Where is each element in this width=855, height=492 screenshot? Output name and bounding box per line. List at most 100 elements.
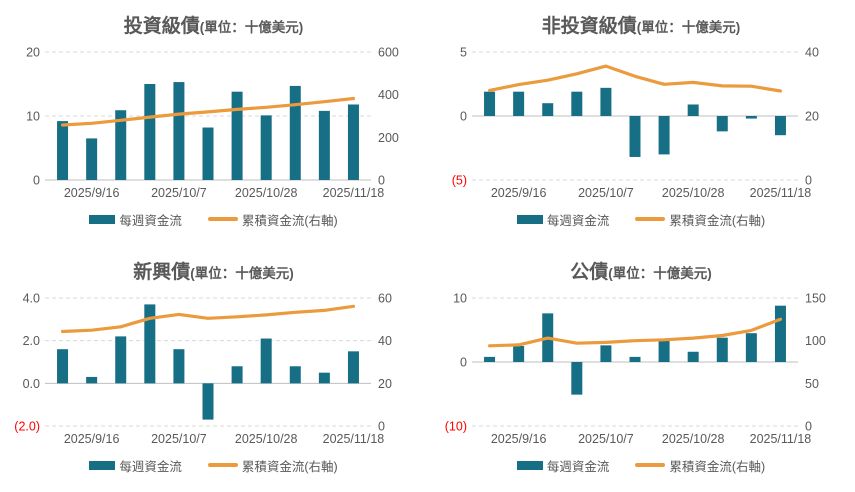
x-axis-tick-label: 2025/10/7 bbox=[578, 432, 634, 446]
weekly-flow-bar bbox=[57, 349, 69, 384]
plot-area: 20 10 0 600 400 200 0 2025/9/16 2025/10/7 2025/10… bbox=[26, 46, 399, 201]
cumulative-flow-line bbox=[487, 317, 783, 348]
weekly-flow-legend-label: 每週資金流 bbox=[119, 213, 182, 228]
cumulative-flow-legend-swatch bbox=[635, 217, 666, 221]
weekly-flow-bar bbox=[716, 116, 728, 132]
right-axis-tick-label: 0 bbox=[805, 174, 812, 188]
left-axis-tick-label: 0 bbox=[460, 110, 467, 124]
weekly-flow-bar bbox=[687, 104, 699, 116]
weekly-flow-bar bbox=[318, 372, 330, 384]
weekly-flow-bar bbox=[716, 337, 728, 362]
right-axis-tick-label: 20 bbox=[805, 110, 819, 124]
chart-title-text: 公債 bbox=[570, 262, 609, 283]
weekly-flow-bar bbox=[571, 91, 583, 116]
cumulative-flow-line bbox=[60, 304, 356, 334]
weekly-flow-bar bbox=[542, 103, 554, 116]
weekly-flow-bar bbox=[658, 116, 670, 155]
weekly-flow-bar bbox=[260, 338, 272, 384]
cumulative-flow-line bbox=[60, 96, 356, 127]
left-axis-tick-label: 0.0 bbox=[23, 377, 40, 391]
right-axis-tick-label: 150 bbox=[805, 292, 826, 306]
weekly-flow-legend-label: 每週資金流 bbox=[119, 459, 182, 474]
weekly-flow-legend-swatch bbox=[516, 214, 543, 224]
x-axis-tick-label: 2025/10/28 bbox=[662, 186, 725, 200]
x-axis-tick-label: 2025/9/16 bbox=[491, 432, 547, 446]
chart-title-text: 投資級債 bbox=[123, 16, 200, 37]
weekly-flow-bar bbox=[173, 82, 185, 180]
chart-title-unit: (單位：十億美元) bbox=[190, 266, 294, 281]
right-axis-tick-label: 0 bbox=[805, 420, 812, 434]
chart-title-unit: (單位：十億美元) bbox=[636, 20, 741, 35]
cumulative-flow-legend-label: 累積資金流(右軸) bbox=[241, 459, 338, 474]
weekly-flow-bar bbox=[231, 91, 243, 180]
weekly-flow-bar bbox=[86, 138, 98, 180]
legend: 每週資金流 累積資金流(右軸) bbox=[0, 208, 427, 230]
right-axis-tick-label: 400 bbox=[378, 88, 399, 102]
x-axis-tick-label: 2025/11/18 bbox=[323, 432, 385, 446]
cumulative-flow-legend-label: 累積資金流(右軸) bbox=[669, 459, 766, 474]
weekly-flow-bar bbox=[347, 351, 359, 384]
right-axis-tick-label: 600 bbox=[378, 46, 399, 60]
weekly-flow-bar bbox=[774, 116, 786, 136]
left-axis-tick-label: 2.0 bbox=[23, 334, 40, 348]
x-axis-tick-label: 2025/10/28 bbox=[235, 432, 298, 446]
weekly-flow-bar bbox=[86, 376, 98, 384]
chart-title: 公債(單位：十億美元) bbox=[427, 246, 855, 286]
x-axis-tick-label: 2025/10/7 bbox=[578, 186, 634, 200]
weekly-flow-bar bbox=[202, 383, 214, 420]
cumulative-flow-legend-label: 累積資金流(右軸) bbox=[669, 213, 766, 228]
x-axis-tick-label: 2025/9/16 bbox=[491, 186, 547, 200]
chart-title-unit: (單位：十億美元) bbox=[608, 266, 712, 281]
weekly-flow-bar bbox=[115, 110, 127, 180]
left-axis-tick-label: (10) bbox=[445, 420, 467, 434]
right-axis-tick-label: 40 bbox=[378, 334, 392, 348]
chart-non-investment-grade-bonds: 非投資級債(單位：十億美元) 5 0 (5) 40 20 0 2025/9/16 2025/1… bbox=[427, 0, 855, 246]
right-axis-tick-label: 20 bbox=[378, 377, 392, 391]
weekly-flow-bar bbox=[745, 116, 757, 119]
left-axis-tick-label: 10 bbox=[453, 292, 467, 306]
chart-title: 新興債(單位：十億美元) bbox=[0, 246, 427, 286]
weekly-flow-bar bbox=[173, 349, 185, 384]
weekly-flow-bar bbox=[745, 333, 757, 362]
right-axis-tick-label: 0 bbox=[378, 174, 385, 188]
weekly-flow-bar bbox=[484, 91, 496, 116]
weekly-flow-bar bbox=[144, 304, 156, 384]
weekly-flow-bar bbox=[347, 104, 359, 180]
x-axis-tick-label: 2025/9/16 bbox=[64, 432, 120, 446]
legend: 每週資金流 累積資金流(右軸) bbox=[427, 208, 855, 230]
left-axis-tick-label: (5) bbox=[452, 174, 467, 188]
weekly-flow-bar bbox=[231, 366, 243, 384]
weekly-flow-bar bbox=[513, 346, 525, 362]
right-axis-tick-label: 50 bbox=[805, 377, 819, 391]
weekly-flow-legend-label: 每週資金流 bbox=[546, 459, 610, 474]
left-axis-tick-label: 10 bbox=[26, 110, 40, 124]
weekly-flow-bar bbox=[260, 115, 272, 180]
weekly-flow-bar bbox=[318, 110, 330, 180]
cumulative-flow-legend-swatch bbox=[207, 463, 238, 467]
weekly-flow-bar bbox=[629, 116, 641, 157]
right-axis-tick-label: 100 bbox=[805, 334, 826, 348]
left-axis-tick-label: 0 bbox=[460, 356, 467, 370]
x-axis-tick-label: 2025/9/16 bbox=[64, 186, 120, 200]
weekly-flow-bar bbox=[289, 366, 301, 384]
weekly-flow-bar bbox=[571, 362, 583, 395]
x-axis-tick-label: 2025/10/28 bbox=[235, 186, 298, 200]
left-axis-tick-label: 5 bbox=[460, 46, 467, 60]
chart-government-bonds: 公債(單位：十億美元) 10 0 (10) 150 100 50 0 2025/9/16 202… bbox=[427, 246, 855, 492]
weekly-flow-bar bbox=[600, 345, 612, 362]
cumulative-flow-legend-label: 累積資金流(右軸) bbox=[241, 213, 338, 228]
chart-title: 非投資級債(單位：十億美元) bbox=[427, 0, 855, 40]
chart-title-text: 非投資級債 bbox=[541, 16, 637, 37]
weekly-flow-bar bbox=[600, 87, 612, 116]
plot-area: 4.0 2.0 0.0 (2.0) 60 40 20 0 2025/9/16 2025/10/7 2… bbox=[14, 292, 392, 447]
weekly-flow-legend-swatch bbox=[516, 460, 543, 470]
weekly-flow-bar bbox=[57, 121, 69, 180]
x-axis-tick-label: 2025/10/28 bbox=[662, 432, 725, 446]
cumulative-flow-line bbox=[487, 64, 783, 93]
right-axis-tick-label: 60 bbox=[378, 292, 392, 306]
weekly-flow-legend-swatch bbox=[89, 214, 116, 224]
legend: 每週資金流 累積資金流(右軸) bbox=[0, 454, 427, 476]
weekly-flow-bar bbox=[144, 84, 156, 180]
